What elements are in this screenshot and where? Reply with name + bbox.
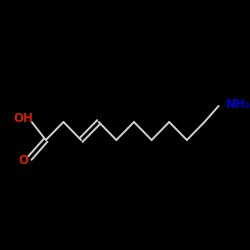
Text: OH: OH bbox=[14, 112, 34, 126]
Text: NH₂: NH₂ bbox=[226, 98, 250, 110]
Text: O: O bbox=[19, 154, 29, 168]
